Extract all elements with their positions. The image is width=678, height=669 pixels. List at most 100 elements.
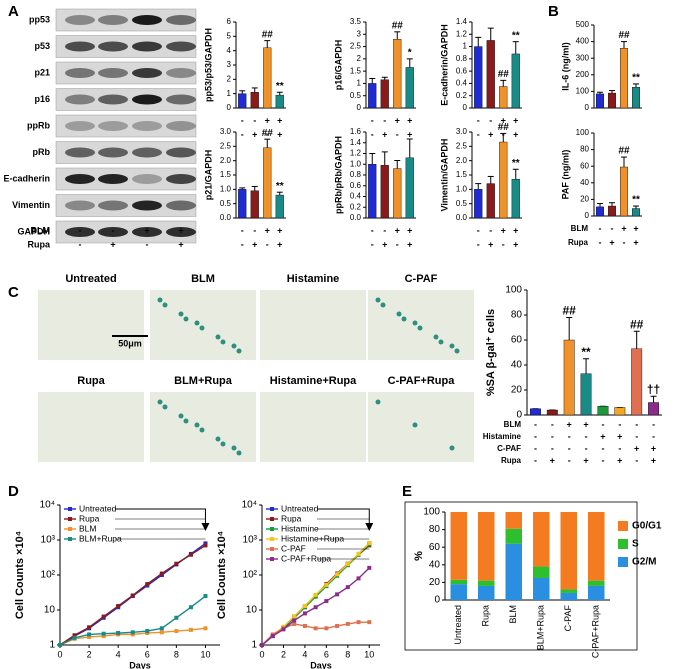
y-tick-label: 1.0: [350, 159, 362, 168]
y-tick-label: 100: [505, 285, 522, 296]
bar-segment: [560, 592, 577, 600]
y-tick-label: 0.0: [350, 213, 362, 222]
sign: -: [383, 115, 386, 125]
point: [87, 625, 92, 630]
significance: **: [581, 345, 591, 359]
bar: [648, 402, 659, 416]
micrograph: [368, 392, 474, 462]
sign: -: [601, 419, 604, 429]
blot-band: [166, 68, 196, 78]
bar: [486, 40, 495, 109]
blot-band: [132, 147, 162, 158]
row-label: BLM: [31, 225, 51, 235]
point: [302, 611, 307, 616]
significance: ##: [618, 30, 630, 41]
x-tick-label: 0: [259, 649, 264, 659]
significance: **: [512, 30, 520, 41]
sign: +: [407, 239, 412, 249]
legend-label: Histamine: [281, 523, 319, 533]
x-axis-label: Days: [310, 660, 332, 669]
y-tick-label: 0.0: [220, 213, 232, 222]
y-tick-label: 1: [357, 79, 362, 88]
y-tick-label: 1.4: [456, 17, 468, 26]
bar-segment: [505, 512, 522, 529]
point: [356, 551, 361, 556]
y-tick-label: 0: [516, 410, 522, 421]
y-tick-label: 400: [576, 37, 590, 46]
bar: [580, 373, 592, 416]
point: [335, 623, 340, 628]
bar: [238, 189, 247, 219]
bar: [474, 189, 483, 219]
sign: -: [489, 115, 492, 125]
x-tick-label: BLM: [508, 605, 518, 624]
stain: [231, 343, 237, 349]
y-tick-label: 1: [49, 640, 55, 651]
bar: [546, 409, 558, 416]
stain: [194, 422, 200, 428]
x-tick-label: 8: [345, 649, 350, 659]
y-tick-label: 80: [429, 524, 441, 535]
point: [72, 635, 77, 640]
bar: [263, 147, 272, 219]
blot-band: [65, 200, 95, 211]
panel-letter: C: [8, 284, 19, 301]
sign: +: [550, 455, 555, 465]
point: [145, 629, 150, 634]
significance: ††: [647, 382, 660, 396]
blot-band: [132, 174, 162, 184]
sign: -: [371, 129, 374, 139]
blot-band: [65, 147, 95, 158]
y-tick-label: 60: [429, 542, 441, 553]
sign: +: [583, 455, 588, 465]
sign: -: [568, 443, 571, 453]
legend-marker: [270, 517, 274, 521]
significance: **: [512, 158, 520, 169]
sign: +: [407, 225, 412, 235]
legend-marker: [270, 527, 274, 531]
sign: -: [266, 129, 269, 139]
x-tick-label: Untreated: [453, 605, 463, 645]
y-tick-label: 40: [429, 559, 441, 570]
point: [324, 626, 329, 631]
bar: [368, 164, 377, 219]
micrograph: [150, 290, 256, 360]
sign: +: [501, 115, 506, 125]
y-tick-label: 0.0: [456, 213, 468, 222]
significance: ##: [262, 29, 274, 40]
sign: -: [396, 129, 399, 139]
y-tick-label: 300: [576, 53, 590, 62]
blot-band: [65, 15, 95, 25]
y-tick-label: 0.8: [456, 54, 468, 63]
micrograph-label: Rupa: [77, 375, 105, 387]
y-axis-label: %: [413, 551, 425, 561]
y-tick-label: 3.0: [456, 127, 468, 136]
bar: [511, 179, 520, 219]
y-tick-label: 100: [576, 128, 590, 137]
stain: [449, 343, 455, 349]
bar-segment: [533, 578, 550, 600]
point: [203, 594, 208, 599]
y-axis-label: E-cadherin/GAPDH: [439, 24, 449, 106]
y-tick-label: 0.2: [456, 91, 468, 100]
sign: -: [568, 455, 571, 465]
stain: [454, 348, 460, 354]
blot-band: [98, 147, 128, 158]
point: [130, 632, 135, 637]
y-tick-label: 20: [511, 385, 523, 396]
y-tick-label: 1.5: [456, 170, 468, 179]
sign: -: [551, 443, 554, 453]
sign: +: [567, 419, 572, 429]
y-tick-label: 0.4: [350, 192, 362, 201]
y-tick-label: 0.5: [350, 91, 362, 100]
point: [345, 585, 350, 590]
x-tick-label: 4: [302, 649, 307, 659]
x-tick-label: 10: [200, 649, 210, 659]
bar: [614, 407, 626, 416]
point: [188, 627, 193, 632]
arrow: [317, 508, 370, 527]
blot-strip: [55, 114, 197, 138]
blot-band: [166, 227, 196, 237]
bar: [263, 47, 272, 109]
sign: +: [609, 237, 614, 247]
